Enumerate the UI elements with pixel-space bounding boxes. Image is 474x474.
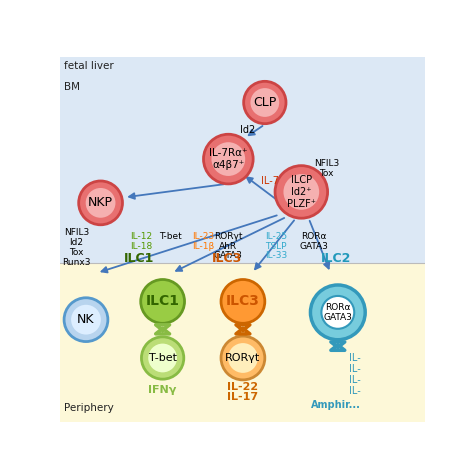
Circle shape: [221, 280, 265, 323]
Text: T-bet: T-bet: [149, 353, 177, 363]
Text: IL-7Rα⁺
α4β7⁺: IL-7Rα⁺ α4β7⁺: [209, 148, 247, 170]
Circle shape: [244, 82, 286, 124]
Text: ILC2: ILC2: [321, 252, 351, 265]
Text: IL-25
TSLP
IL-33: IL-25 TSLP IL-33: [265, 232, 287, 261]
Text: Id2: Id2: [240, 125, 255, 135]
Circle shape: [310, 285, 365, 340]
Circle shape: [275, 165, 328, 218]
Text: RORα
GATA3: RORα GATA3: [300, 232, 328, 251]
Text: ILC3: ILC3: [226, 294, 260, 309]
Text: IL-
IL-
IL-
IL-: IL- IL- IL- IL-: [349, 353, 361, 396]
Text: NKP: NKP: [88, 196, 113, 210]
Text: T-bet: T-bet: [159, 232, 182, 241]
Circle shape: [221, 336, 265, 380]
Text: NFIL3
Tox: NFIL3 Tox: [314, 159, 339, 178]
Circle shape: [79, 181, 122, 225]
Text: RORγt
AhR
GATA3: RORγt AhR GATA3: [214, 232, 243, 261]
Circle shape: [141, 280, 184, 323]
Text: CLP: CLP: [253, 96, 276, 109]
Text: ILC3: ILC3: [211, 252, 242, 265]
Text: ILC1: ILC1: [124, 252, 154, 265]
Circle shape: [64, 298, 108, 342]
Circle shape: [283, 174, 319, 210]
Text: ILCP
Id2⁺
PLZF⁺: ILCP Id2⁺ PLZF⁺: [287, 175, 316, 209]
Circle shape: [250, 88, 279, 117]
Text: fetal liver: fetal liver: [64, 61, 114, 71]
Circle shape: [71, 305, 101, 335]
Bar: [61, 57, 425, 263]
Text: IL-23
IL-1β: IL-23 IL-1β: [192, 232, 214, 251]
Text: NFIL3
Id2
Tox
Runx3: NFIL3 Id2 Tox Runx3: [62, 228, 91, 266]
Circle shape: [321, 296, 354, 329]
Text: NK: NK: [77, 313, 95, 326]
Text: RORγt: RORγt: [225, 353, 261, 363]
Text: ILC1: ILC1: [146, 294, 180, 309]
Circle shape: [228, 343, 258, 373]
Circle shape: [86, 188, 116, 218]
Text: IFNγ: IFNγ: [148, 385, 177, 395]
Text: IL-12
IL-18: IL-12 IL-18: [130, 232, 152, 251]
Circle shape: [203, 134, 253, 184]
Text: Periphery: Periphery: [64, 403, 114, 413]
Bar: [61, 263, 425, 422]
Text: IL-7: IL-7: [262, 176, 279, 186]
Circle shape: [148, 344, 177, 373]
Text: IL-22
IL-17: IL-22 IL-17: [228, 382, 258, 402]
Circle shape: [211, 142, 245, 176]
Text: RORα
GATA3: RORα GATA3: [323, 303, 352, 322]
Text: BM: BM: [64, 82, 80, 92]
Text: Amphir...: Amphir...: [311, 401, 361, 410]
Circle shape: [141, 337, 184, 379]
